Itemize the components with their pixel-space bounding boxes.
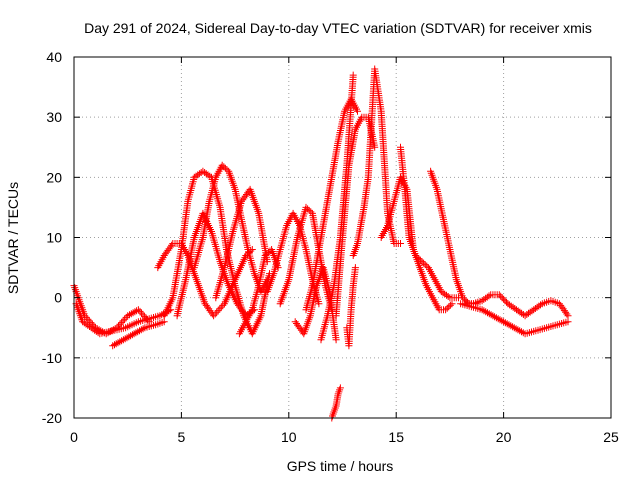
marker-trace: [457, 300, 572, 338]
data-points: [70, 65, 572, 422]
series-arc-15: [332, 113, 379, 320]
marker-trace: [235, 246, 282, 338]
series-arc-19: [427, 167, 480, 308]
chart-title: Day 291 of 2024, Sidereal Day-to-day VTE…: [84, 20, 592, 36]
x-axis-title: GPS time / hours: [287, 458, 394, 474]
x-tick-label: 15: [388, 429, 404, 445]
series-arc-8: [212, 185, 271, 302]
series-arc-18: [397, 143, 462, 302]
marker-trace: [109, 318, 168, 350]
x-tick-label: 10: [281, 429, 297, 445]
series-arc-6: [173, 209, 258, 320]
series-arc-16: [349, 65, 404, 259]
marker-trace: [173, 209, 258, 320]
marker-trace: [427, 167, 480, 308]
y-tick-label: 40: [46, 49, 62, 65]
series-arc-3: [109, 318, 168, 350]
marker-trace: [349, 65, 404, 259]
x-tick-label: 0: [70, 429, 78, 445]
marker-trace: [302, 95, 361, 314]
y-tick-label: 0: [54, 290, 62, 306]
y-tick-label: 10: [46, 230, 62, 246]
series-arc-23: [343, 264, 359, 350]
marker-trace: [397, 143, 462, 302]
marker-trace: [332, 113, 379, 320]
marker-trace: [343, 264, 359, 350]
series-arc-21: [457, 300, 572, 338]
x-tick-label: 20: [496, 429, 512, 445]
axis-ticks: 0 5 10 15 20 25 -20 -10 0 10 20 30 40: [42, 49, 619, 445]
x-tick-label: 5: [178, 429, 186, 445]
y-tick-label: 20: [46, 169, 62, 185]
y-axis-title: SDTVAR / TECUs: [5, 182, 21, 294]
series-arc-2: [72, 300, 175, 338]
series-arc-9: [235, 246, 282, 338]
x-tick-label: 25: [603, 429, 619, 445]
y-tick-label: -10: [42, 350, 62, 366]
marker-trace: [212, 185, 271, 302]
marker-trace: [72, 300, 175, 338]
series-arc-13: [302, 95, 361, 314]
y-tick-label: -20: [42, 410, 62, 426]
y-tick-label: 30: [46, 109, 62, 125]
